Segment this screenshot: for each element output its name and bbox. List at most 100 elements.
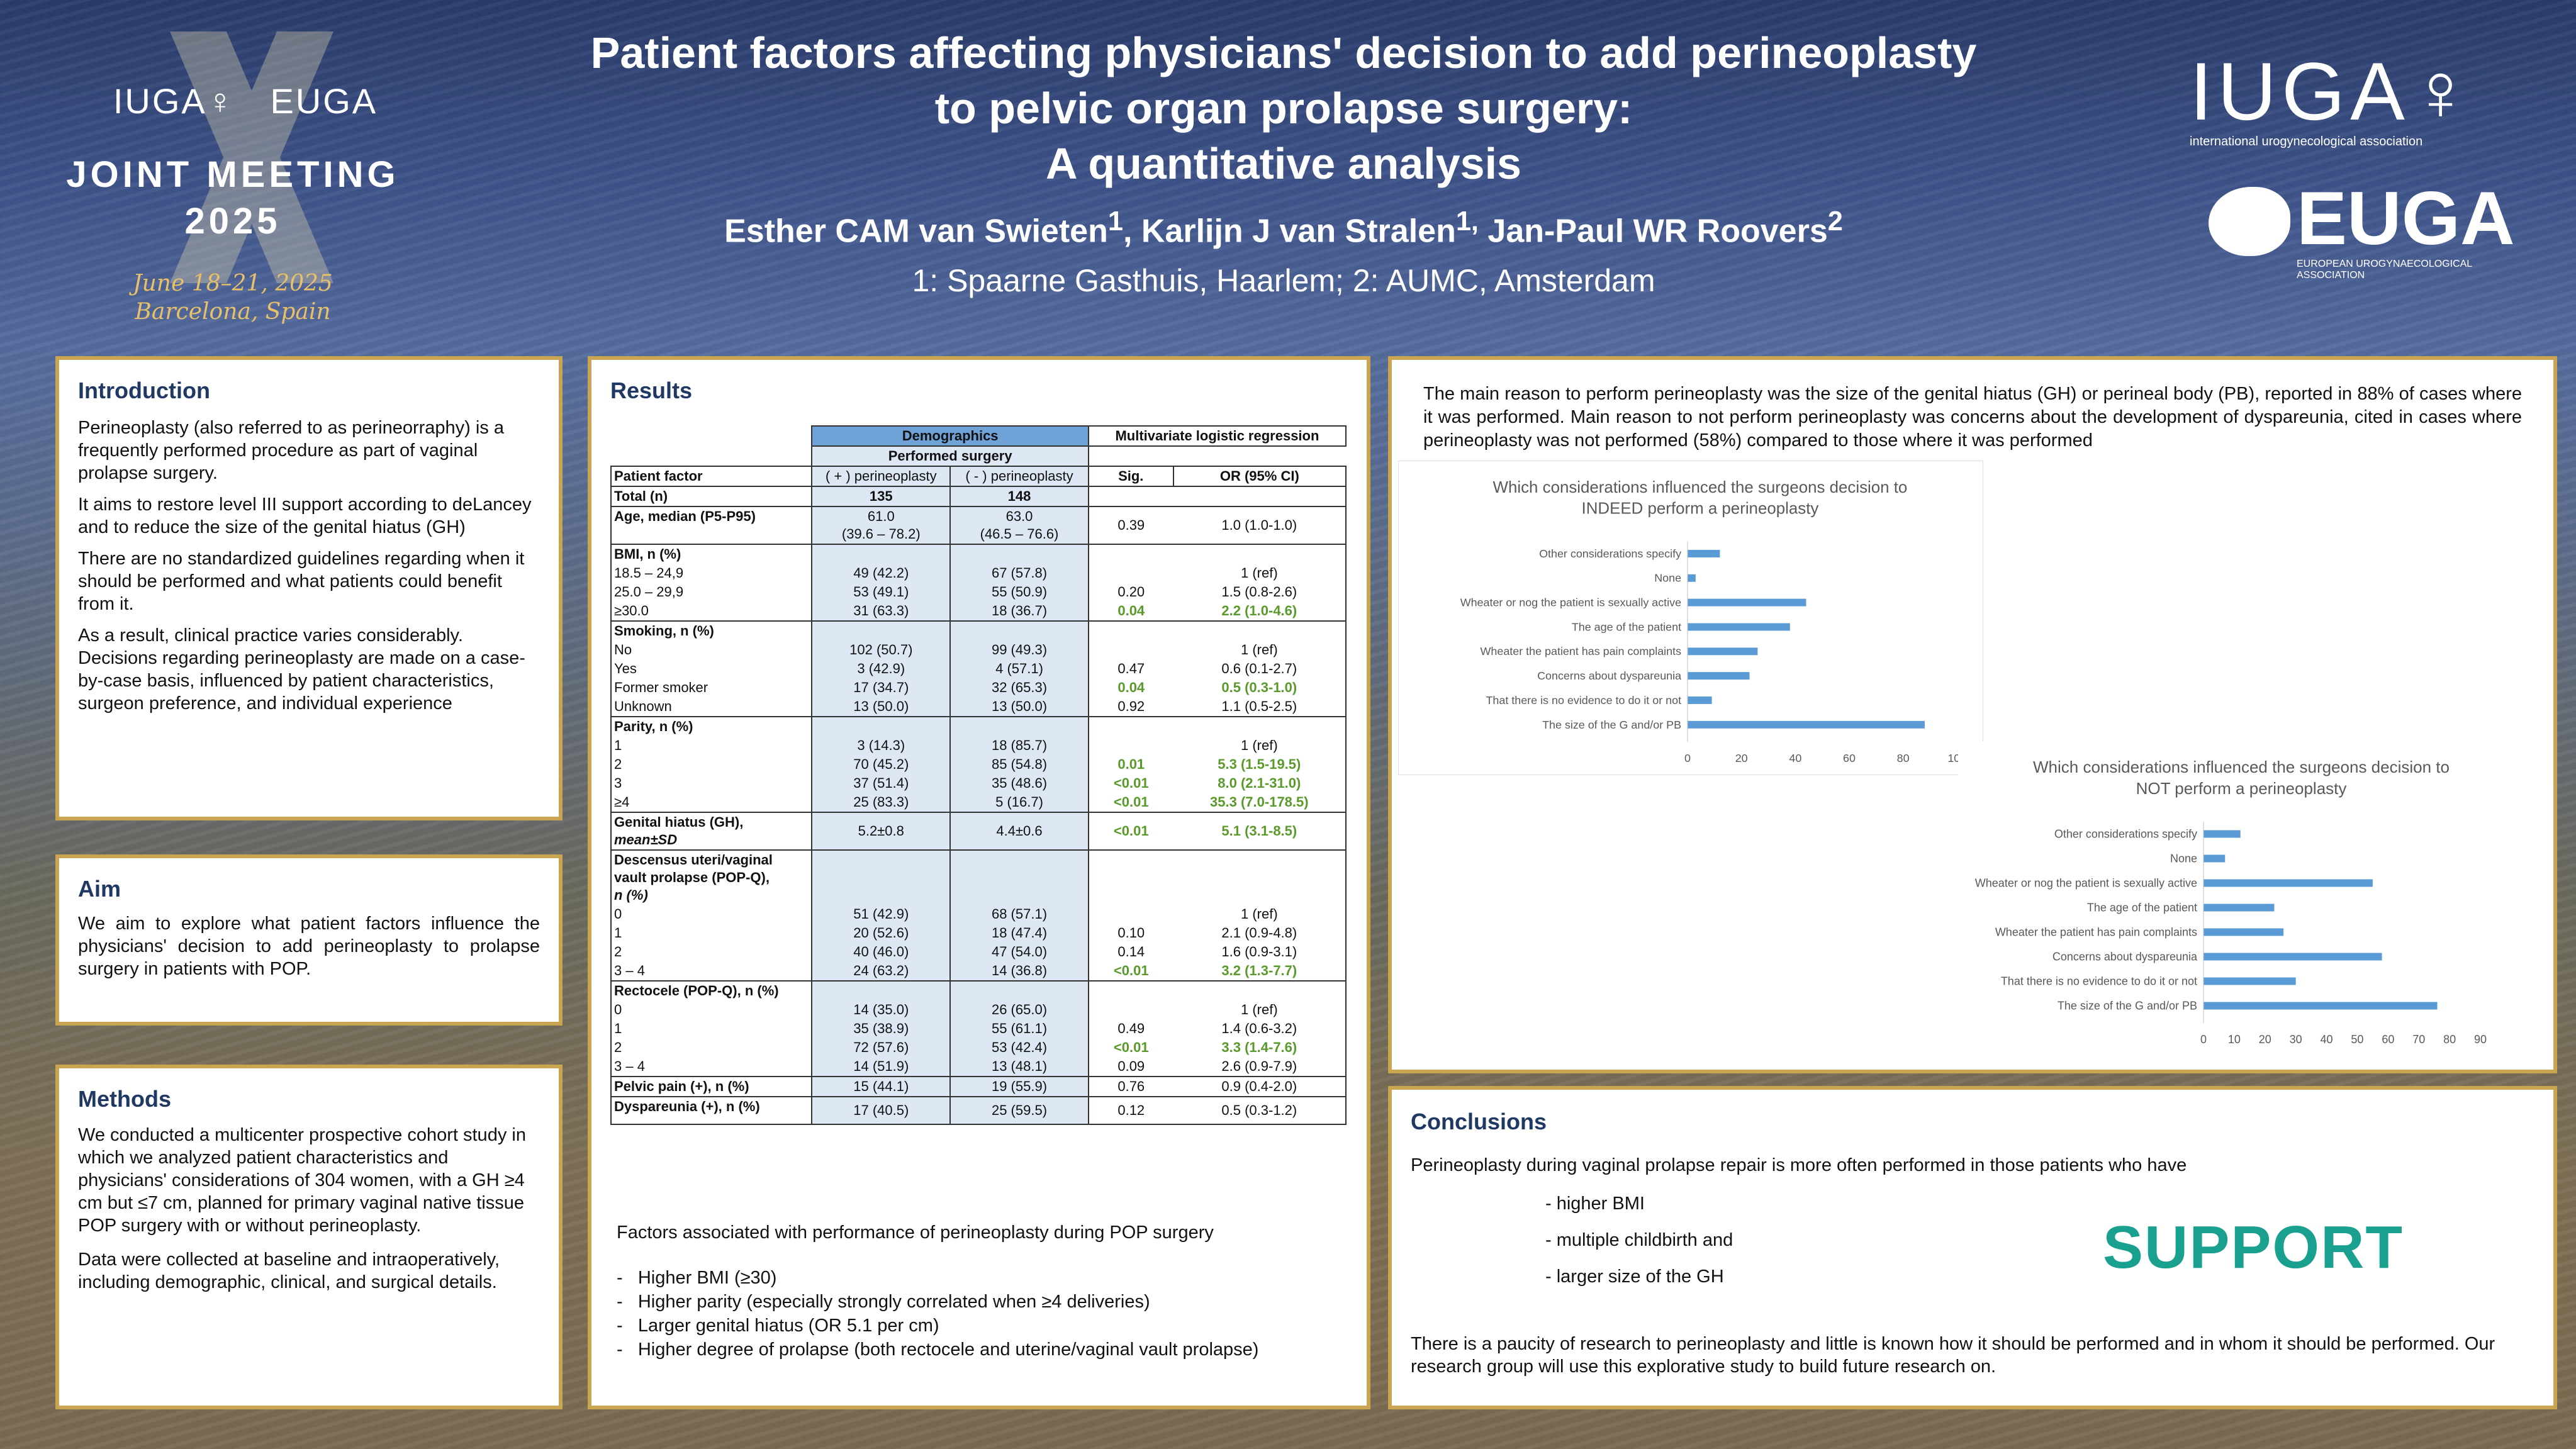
table-row: Dyspareunia (+), n (%) 17 (40.5) 25 (59.… xyxy=(610,1096,1347,1125)
factors-section: Factors associated with performance of p… xyxy=(617,1221,1353,1362)
list-item: Higher BMI (≥30) xyxy=(617,1266,1353,1290)
tick-label: 30 xyxy=(2290,1033,2302,1046)
bar xyxy=(2204,1002,2438,1010)
logo-joint-meeting: JOINT MEETING xyxy=(66,154,400,195)
methods-panel: Methods We conducted a multicenter prosp… xyxy=(55,1065,563,1409)
intro-paragraph: It aims to restore level III support acc… xyxy=(78,495,532,537)
logo-dates: June 18–21, 2025 xyxy=(133,271,333,296)
header-demographics: Demographics xyxy=(811,425,1089,447)
tick-label: 40 xyxy=(2321,1033,2333,1046)
col-plus: ( + ) perineoplasty xyxy=(811,466,951,487)
table-row: 3 37 (51.4) 35 (48.6) <0.01 8.0 (2.1-31.0) xyxy=(610,774,1347,793)
poster-title: Patient factors affecting physicians' de… xyxy=(590,28,1977,188)
tick-label: 0 xyxy=(2200,1033,2207,1046)
table-row: Rectocele (POP-Q), n (%) xyxy=(610,980,1347,1000)
list-item: larger size of the GH xyxy=(1545,1258,2534,1295)
methods-paragraph: We conducted a multicenter prospective c… xyxy=(78,1125,526,1236)
results-heading: Results xyxy=(610,378,693,403)
table-row: Former smoker 17 (34.7) 32 (65.3) 0.04 0.5 (… xyxy=(610,678,1347,697)
category-label: Wheater the patient has pain complaints xyxy=(1481,645,1682,657)
support-logo: SUPPORT xyxy=(2103,1214,2404,1281)
poster-header: Patient factors affecting physicians' de… xyxy=(491,25,2076,299)
bar xyxy=(1688,598,1806,607)
bar xyxy=(2204,904,2275,912)
category-label: None xyxy=(2170,853,2197,865)
joint-meeting-logo: IUGA♀ EUGA JOINT MEETING 2025 June 18–21… xyxy=(63,25,403,340)
table-row: Descensus uteri/vaginal vault prolapse (P… xyxy=(610,849,1347,905)
tick-label: 80 xyxy=(2443,1033,2456,1046)
methods-paragraph: Data were collected at baseline and intr… xyxy=(78,1250,500,1292)
table-row: 2 72 (57.6) 53 (42.4) <0.01 3.3 (1.4-7.6) xyxy=(610,1038,1347,1057)
chart-title: NOT perform a perineoplasty xyxy=(2136,779,2347,798)
bar xyxy=(1688,574,1696,582)
introduction-panel: Introduction Perineoplasty (also referre… xyxy=(55,356,563,820)
category-label: Other considerations specify xyxy=(1539,547,1681,560)
tick-label: 0 xyxy=(1684,752,1691,764)
factors-list: Higher BMI (≥30) Higher parity (especial… xyxy=(617,1266,1353,1362)
category-label: The size of the G and/or PB xyxy=(1542,719,1681,731)
list-item: higher BMI xyxy=(1545,1185,2534,1222)
table-row: Parity, n (%) xyxy=(610,716,1347,736)
tick-label: 90 xyxy=(2474,1033,2487,1046)
col-patient-factor: Patient factor xyxy=(610,466,813,487)
factors-title: Factors associated with performance of p… xyxy=(617,1222,1214,1243)
intro-paragraph: Perineoplasty (also referred to as perin… xyxy=(78,418,504,483)
tick-label: 60 xyxy=(1843,752,1856,764)
euga-subtitle: EUROPEAN UROGYNAECOLOGICAL ASSOCIATION xyxy=(2297,259,2472,281)
table-row: BMI, n (%) xyxy=(610,544,1347,564)
table-row: Age, median (P5-P95) 61.0 (39.6 – 78.2) 6… xyxy=(610,506,1347,544)
table-row: Pelvic pain (+), n (%) 15 (44.1) 19 (55.… xyxy=(610,1076,1347,1097)
iuga-logo: IUGA♀ xyxy=(2190,45,2477,137)
category-label: Concerns about dyspareunia xyxy=(1537,669,1681,682)
results-panel: Results Demographics Multivariate logist… xyxy=(588,356,1370,1409)
tick-label: 80 xyxy=(1897,752,1910,764)
bar xyxy=(1688,720,1925,729)
bar xyxy=(2204,928,2284,936)
brain-icon xyxy=(2209,187,2290,256)
conclusions-panel: Conclusions Perineoplasty during vaginal… xyxy=(1388,1086,2557,1409)
aim-heading: Aim xyxy=(78,876,121,902)
table-row: Unknown 13 (50.0) 13 (50.0) 0.92 1.1 (0.5-2.… xyxy=(610,697,1347,717)
bar xyxy=(2204,854,2226,863)
category-label: That there is no evidence to do it or no… xyxy=(2001,975,2197,988)
results-table: Demographics Multivariate logistic regre… xyxy=(610,425,1347,1125)
category-label: None xyxy=(1654,572,1681,585)
methods-heading: Methods xyxy=(78,1086,171,1112)
list-item: Higher parity (especially strongly corre… xyxy=(617,1290,1353,1314)
table-row: No 102 (50.7) 99 (49.3) 1 (ref) xyxy=(610,641,1347,659)
considerations-panel: The main reason to perform perineoplasty… xyxy=(1388,356,2557,1073)
category-label: That there is no evidence to do it or no… xyxy=(1486,694,1681,707)
tick-label: 70 xyxy=(2412,1033,2425,1046)
tick-label: 20 xyxy=(1735,752,1748,764)
bar xyxy=(2204,830,2241,838)
table-row: 1 35 (38.9) 55 (61.1) 0.49 1.4 (0.6-3.2) xyxy=(610,1019,1347,1038)
logo-year: 2025 xyxy=(184,201,281,242)
logo-city: Barcelona, Spain xyxy=(135,299,331,325)
category-label: Wheater or nog the patient is sexually a… xyxy=(1975,877,2197,890)
table-row: 0 14 (35.0) 26 (65.0) 1 (ref) xyxy=(610,1000,1347,1019)
list-item: Higher degree of prolapse (both rectocel… xyxy=(617,1338,1353,1362)
col-sig: Sig. xyxy=(1087,466,1174,487)
col-or: OR (95% CI) xyxy=(1172,466,1347,487)
conclusions-list: higher BMI multiple childbirth and large… xyxy=(1545,1185,2534,1295)
tick-label: 20 xyxy=(2259,1033,2271,1046)
aim-panel: Aim We aim to explore what patient facto… xyxy=(55,854,563,1026)
chart-title: INDEED perform a perineoplasty xyxy=(1582,500,1819,518)
table-row: 2 40 (46.0) 47 (54.0) 0.14 1.6 (0.9-3.1) xyxy=(610,943,1347,961)
author-list: Esther CAM van Swieten1, Karlijn J van S… xyxy=(724,206,1843,250)
conclusions-closing: There is a paucity of research to perine… xyxy=(1411,1334,2495,1377)
table-row: Yes 3 (42.9) 4 (57.1) 0.47 0.6 (0.1-2.7) xyxy=(610,659,1347,678)
list-item: Larger genital hiatus (OR 5.1 per cm) xyxy=(617,1314,1353,1338)
chart-title: Which considerations influenced the surg… xyxy=(2033,758,2450,776)
category-label: The age of the patient xyxy=(2087,902,2197,914)
bar xyxy=(1688,647,1758,656)
introduction-heading: Introduction xyxy=(78,378,210,403)
category-label: The age of the patient xyxy=(1572,620,1681,633)
intro-paragraph: There are no standardized guidelines reg… xyxy=(78,549,525,614)
results-table-wrapper: Demographics Multivariate logistic regre… xyxy=(610,425,1347,1125)
header-multivariate: Multivariate logistic regression xyxy=(1087,425,1347,447)
euga-logo: EUGA xyxy=(2190,181,2517,256)
table-row: 18.5 – 24,9 49 (42.2) 67 (57.8) 1 (ref) xyxy=(610,564,1347,583)
table-row: 3 – 4 14 (51.9) 13 (48.1) 0.09 2.6 (0.9-7.9) xyxy=(610,1057,1347,1077)
